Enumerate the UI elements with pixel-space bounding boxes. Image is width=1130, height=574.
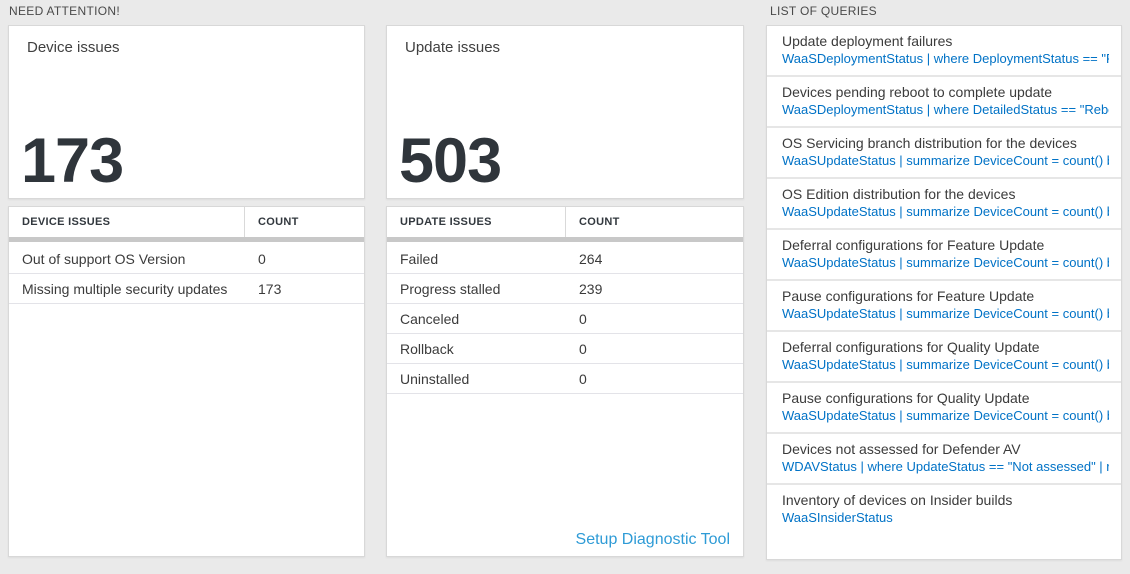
row-count: 0 [579, 340, 587, 357]
table-divider-bar [9, 237, 364, 242]
query-title: Devices pending reboot to complete updat… [782, 84, 1053, 100]
row-label: Failed [400, 250, 439, 267]
query-title: OS Edition distribution for the devices [782, 186, 1016, 202]
row-label: Rollback [400, 340, 454, 357]
query-item-pause-feature-update[interactable]: Pause configurations for Feature Update … [767, 279, 1121, 330]
device-issues-tile[interactable]: Device issues 173 [8, 25, 365, 199]
update-issues-tile[interactable]: Update issues 503 [386, 25, 744, 199]
table-row[interactable]: Uninstalled 0 [387, 364, 743, 394]
query-title: Deferral configurations for Quality Upda… [782, 339, 1040, 355]
update-issues-table-header: UPDATE ISSUES COUNT [387, 207, 743, 237]
table-row[interactable]: Rollback 0 [387, 334, 743, 364]
query-text: WaaSUpdateStatus | summarize DeviceCount… [782, 357, 1109, 372]
device-issues-title: Device issues [27, 39, 120, 56]
row-count: 264 [579, 250, 603, 267]
query-text: WaaSDeploymentStatus | where DeploymentS… [782, 51, 1109, 66]
update-issues-title: Update issues [405, 39, 501, 56]
setup-diagnostic-tool-link[interactable]: Setup Diagnostic Tool [575, 531, 730, 548]
query-list-panel: Update deployment failures WaaSDeploymen… [766, 25, 1122, 560]
query-text: WaaSUpdateStatus | summarize DeviceCount… [782, 153, 1109, 168]
query-text: WaaSUpdateStatus | summarize DeviceCount… [782, 204, 1109, 219]
table-row[interactable]: Canceled 0 [387, 304, 743, 334]
query-title: Pause configurations for Feature Update [782, 288, 1035, 304]
query-text: WDAVStatus | where UpdateStatus == "Not … [782, 459, 1109, 474]
query-item-os-servicing-branch[interactable]: OS Servicing branch distribution for the… [767, 126, 1121, 177]
query-item-update-deployment-failures[interactable]: Update deployment failures WaaSDeploymen… [767, 26, 1121, 75]
query-item-devices-not-assessed-defender[interactable]: Devices not assessed for Defender AV WDA… [767, 432, 1121, 483]
row-count: 0 [579, 370, 587, 387]
table-row[interactable]: Out of support OS Version 0 [9, 244, 364, 274]
table-divider-bar [387, 237, 743, 242]
query-text: WaaSUpdateStatus | summarize DeviceCount… [782, 408, 1109, 423]
query-item-deferral-feature-update[interactable]: Deferral configurations for Feature Upda… [767, 228, 1121, 279]
row-count: 0 [258, 250, 266, 267]
query-title: Devices not assessed for Defender AV [782, 441, 1021, 457]
query-item-pause-quality-update[interactable]: Pause configurations for Quality Update … [767, 381, 1121, 432]
section-label-need-attention: NEED ATTENTION! [9, 4, 120, 18]
query-title: Deferral configurations for Feature Upda… [782, 237, 1045, 253]
column-header-update-issues: UPDATE ISSUES [387, 207, 566, 237]
query-text: WaaSUpdateStatus | summarize DeviceCount… [782, 255, 1109, 270]
row-count: 0 [579, 310, 587, 327]
row-label: Progress stalled [400, 280, 501, 297]
column-header-count: COUNT [579, 216, 620, 228]
query-text: WaaSDeploymentStatus | where DetailedSta… [782, 102, 1109, 117]
query-title: Update deployment failures [782, 33, 953, 49]
table-row[interactable]: Missing multiple security updates 173 [9, 274, 364, 304]
query-item-inventory-insider-builds[interactable]: Inventory of devices on Insider builds W… [767, 483, 1121, 559]
column-header-device-issues: DEVICE ISSUES [9, 207, 245, 237]
query-title: Pause configurations for Quality Update [782, 390, 1030, 406]
query-text: WaaSInsiderStatus [782, 510, 893, 525]
row-count: 173 [258, 280, 282, 297]
row-label: Out of support OS Version [22, 250, 186, 267]
device-issues-count: 173 [21, 126, 124, 196]
row-label: Canceled [400, 310, 460, 327]
query-item-deferral-quality-update[interactable]: Deferral configurations for Quality Upda… [767, 330, 1121, 381]
update-issues-count: 503 [399, 126, 502, 196]
query-item-devices-pending-reboot[interactable]: Devices pending reboot to complete updat… [767, 75, 1121, 126]
row-count: 239 [579, 280, 603, 297]
row-label: Missing multiple security updates [22, 280, 228, 297]
table-row[interactable]: Failed 264 [387, 244, 743, 274]
update-issues-table: UPDATE ISSUES COUNT Failed 264 Progress … [386, 206, 744, 557]
device-issues-table: DEVICE ISSUES COUNT Out of support OS Ve… [8, 206, 365, 557]
section-label-list-of-queries: LIST OF QUERIES [770, 4, 877, 18]
query-title: OS Servicing branch distribution for the… [782, 135, 1077, 151]
query-text: WaaSUpdateStatus | summarize DeviceCount… [782, 306, 1109, 321]
device-issues-table-header: DEVICE ISSUES COUNT [9, 207, 364, 237]
column-header-count: COUNT [258, 216, 299, 228]
table-row[interactable]: Progress stalled 239 [387, 274, 743, 304]
query-title: Inventory of devices on Insider builds [782, 492, 1013, 508]
row-label: Uninstalled [400, 370, 470, 387]
query-item-os-edition-distribution[interactable]: OS Edition distribution for the devices … [767, 177, 1121, 228]
